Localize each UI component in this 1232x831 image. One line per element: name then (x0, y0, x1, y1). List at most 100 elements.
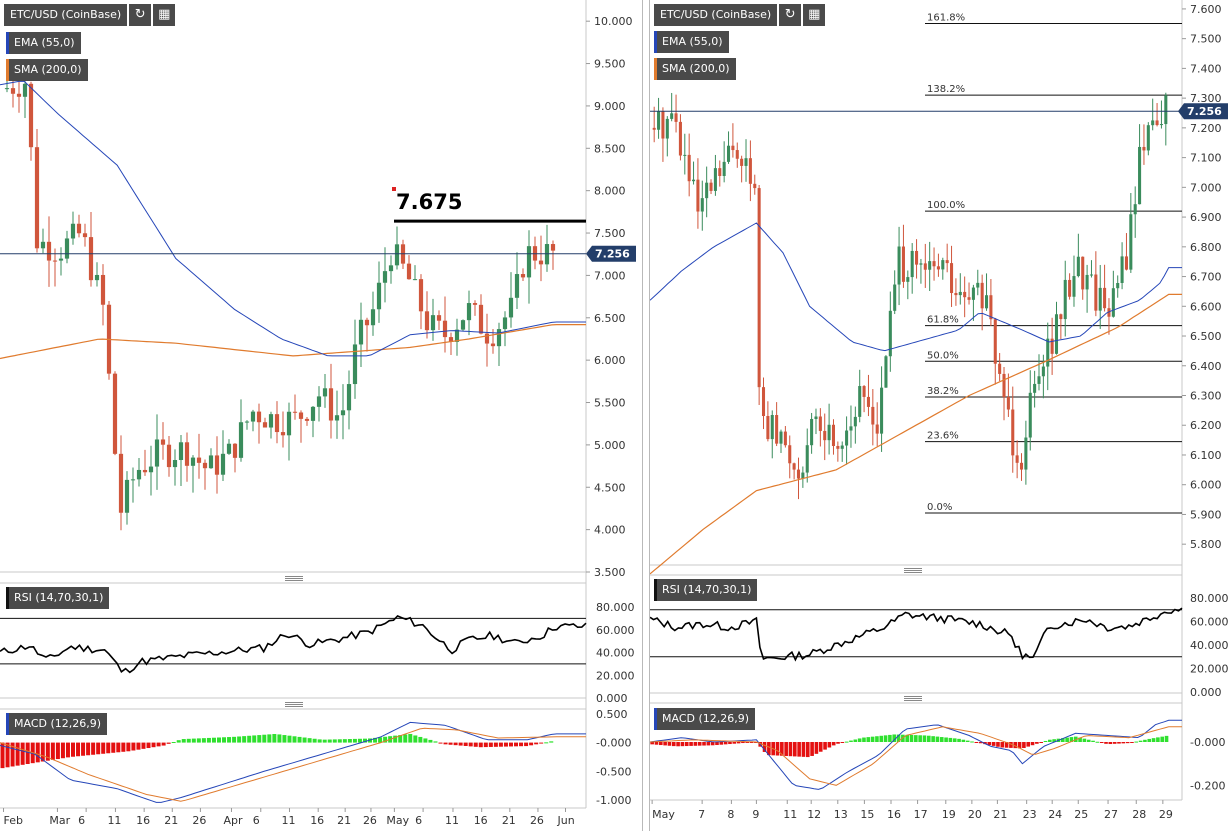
left-macd-histogram-bar (60, 742, 65, 759)
right-macd-histogram-bar (1069, 737, 1074, 742)
right-macd-histogram-bar (970, 741, 974, 743)
left-pane-resize-handle-1[interactable] (285, 576, 303, 581)
left-candle-body (160, 439, 166, 445)
right-candle-body (871, 406, 875, 425)
right-candle-body (910, 250, 914, 278)
right-macd-histogram-bar (671, 742, 676, 747)
left-candle-body (520, 274, 526, 278)
left-candle-body (100, 274, 106, 305)
right-candle-body (731, 145, 735, 151)
left-candle-body (298, 412, 304, 419)
right-macd-histogram-bar (801, 742, 806, 757)
left-candle-body (304, 418, 310, 421)
right-macd-histogram-bar (1121, 742, 1126, 744)
left-candle-body (286, 411, 292, 436)
right-macd-histogram-bar (849, 740, 853, 742)
left-macd-histogram-bar (232, 736, 237, 743)
right-macd-histogram-bar (862, 737, 866, 742)
right-macd-histogram-bar (818, 742, 823, 752)
left-price-tick-label: 3.500 (594, 566, 626, 579)
refresh-icon[interactable]: ↻ (779, 4, 802, 26)
right-candle-body (805, 445, 809, 473)
right-x-tick-label: 8 (727, 808, 734, 821)
right-candle-body (1033, 383, 1037, 393)
right-pane-resize-handle-1[interactable] (904, 568, 922, 573)
left-price-tick-label: 5.500 (594, 397, 626, 410)
left-price-tick-label: 10.000 (594, 15, 633, 28)
left-candle-body (352, 344, 358, 385)
right-candle-body (893, 284, 897, 311)
right-macd-legend[interactable]: MACD (12,26,9) (654, 708, 756, 730)
right-macd-histogram-bar (879, 735, 884, 742)
right-price-tick-label: 6.100 (1190, 449, 1222, 462)
left-candle-body (94, 274, 100, 281)
left-macd-histogram-bar (514, 742, 519, 747)
left-macd-histogram-bar (96, 742, 101, 755)
right-pane-resize-handle-2[interactable] (904, 696, 922, 701)
right-candle-body (1094, 274, 1098, 311)
left-chart-canvas: 10.000 9.500 9.000 8.500 8.000 7.500 7.000 6.50… (0, 0, 636, 827)
right-chart-header: ETC/USD (CoinBase) ↻ ▦ (654, 4, 826, 26)
left-macd-histogram-bar (453, 742, 458, 746)
right-candle-body (792, 463, 796, 470)
fib-level-label: 0.0% (927, 502, 952, 513)
right-candle-body (678, 121, 682, 156)
left-macd-histogram-bar (247, 735, 252, 743)
right-rsi-line (650, 607, 1183, 662)
left-chart-panel: 10.000 9.500 9.000 8.500 8.000 7.500 7.000 6.50… (0, 0, 636, 827)
right-candle-body (967, 297, 971, 300)
right-candle-body (1059, 314, 1063, 320)
right-macd-histogram-bar (1147, 738, 1152, 742)
left-rsi-legend[interactable]: RSI (14,70,30,1) (6, 587, 110, 609)
right-candle-body (984, 295, 989, 309)
refresh-icon[interactable]: ↻ (129, 4, 152, 26)
right-candle-body (1002, 373, 1006, 398)
right-price-tick-label: 5.800 (1190, 538, 1222, 551)
left-price-tick-label: 5.000 (594, 439, 626, 452)
left-pane-resize-handle-2[interactable] (285, 702, 303, 707)
right-macd-histogram-bar (836, 742, 840, 744)
left-macd-histogram-bar (373, 737, 378, 743)
right-candle-body (657, 111, 661, 130)
left-candle-body (478, 304, 484, 334)
left-x-tick-label: 11 (445, 814, 459, 827)
right-chart-title[interactable]: ETC/USD (CoinBase) (654, 4, 778, 26)
right-candle-body (683, 154, 687, 156)
right-candle-body (814, 416, 818, 419)
calendar-icon[interactable]: ▦ (153, 4, 176, 26)
left-chart-title[interactable]: ETC/USD (CoinBase) (4, 4, 128, 26)
right-candle-body (740, 158, 744, 166)
right-macd-histogram-bar (1099, 742, 1104, 743)
left-x-tick-label: 21 (337, 814, 351, 827)
left-candle-body (208, 455, 214, 469)
left-candle-body (82, 233, 88, 238)
fib-level-label: 61.8% (927, 315, 959, 326)
right-x-tick-label: 11 (783, 808, 797, 821)
right-ema-legend[interactable]: EMA (55,0) (654, 31, 729, 53)
left-macd-legend[interactable]: MACD (12,26,9) (6, 713, 108, 735)
right-candle-body (963, 291, 967, 298)
left-sma-legend[interactable]: SMA (200,0) (6, 59, 88, 81)
right-candle-body (1120, 256, 1124, 283)
right-macd-histogram-bar (978, 742, 983, 744)
left-rsi-tick-label: 40.000 (596, 647, 635, 660)
right-macd-histogram-bar (762, 742, 767, 752)
right-candle-body (801, 472, 805, 479)
left-macd-histogram-bar (282, 735, 287, 743)
left-rsi-tick-label: 20.000 (596, 669, 635, 682)
panel-divider[interactable] (642, 0, 650, 831)
right-sma-legend[interactable]: SMA (200,0) (654, 58, 736, 80)
left-macd-histogram-bar (292, 736, 297, 743)
left-price-tick-label: 7.500 (594, 227, 626, 240)
left-candle-body (406, 263, 412, 280)
left-ema-legend[interactable]: EMA (55,0) (6, 32, 81, 54)
right-macd-histogram-bar (935, 736, 940, 742)
left-candle-body (232, 443, 238, 458)
current-price-label: 7.256 (595, 248, 630, 261)
left-macd-histogram-bar (50, 742, 55, 760)
left-macd-histogram-bar (70, 742, 75, 757)
calendar-icon[interactable]: ▦ (803, 4, 826, 26)
right-rsi-legend[interactable]: RSI (14,70,30,1) (654, 579, 758, 601)
left-macd-histogram-bar (539, 742, 544, 744)
left-macd-histogram-bar (116, 742, 121, 753)
